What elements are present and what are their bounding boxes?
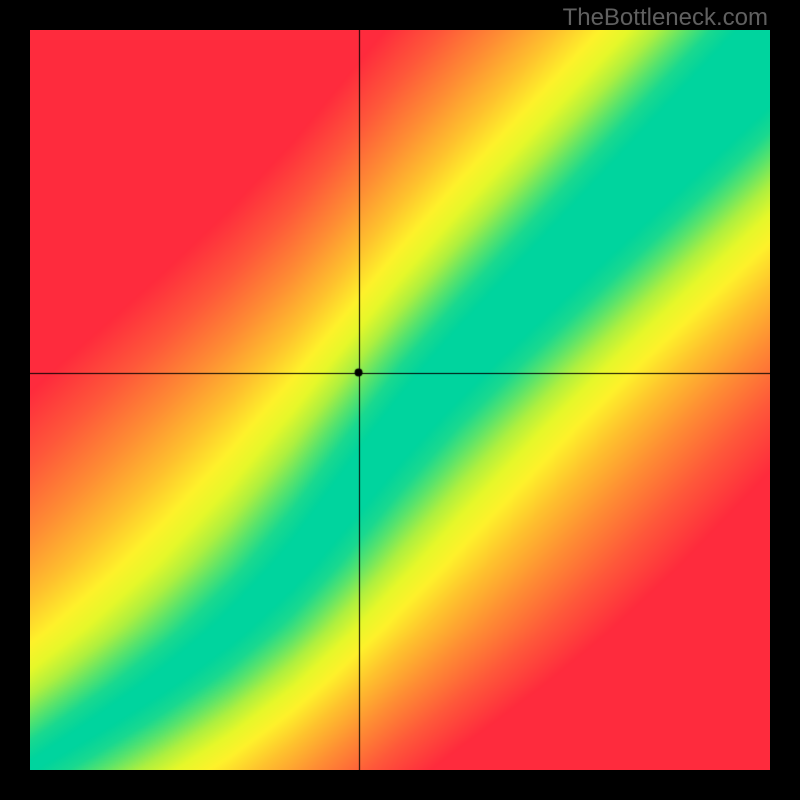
watermark-label: TheBottleneck.com xyxy=(563,4,768,32)
heatmap-canvas xyxy=(30,30,770,770)
chart-container: TheBottleneck.com xyxy=(0,0,800,800)
